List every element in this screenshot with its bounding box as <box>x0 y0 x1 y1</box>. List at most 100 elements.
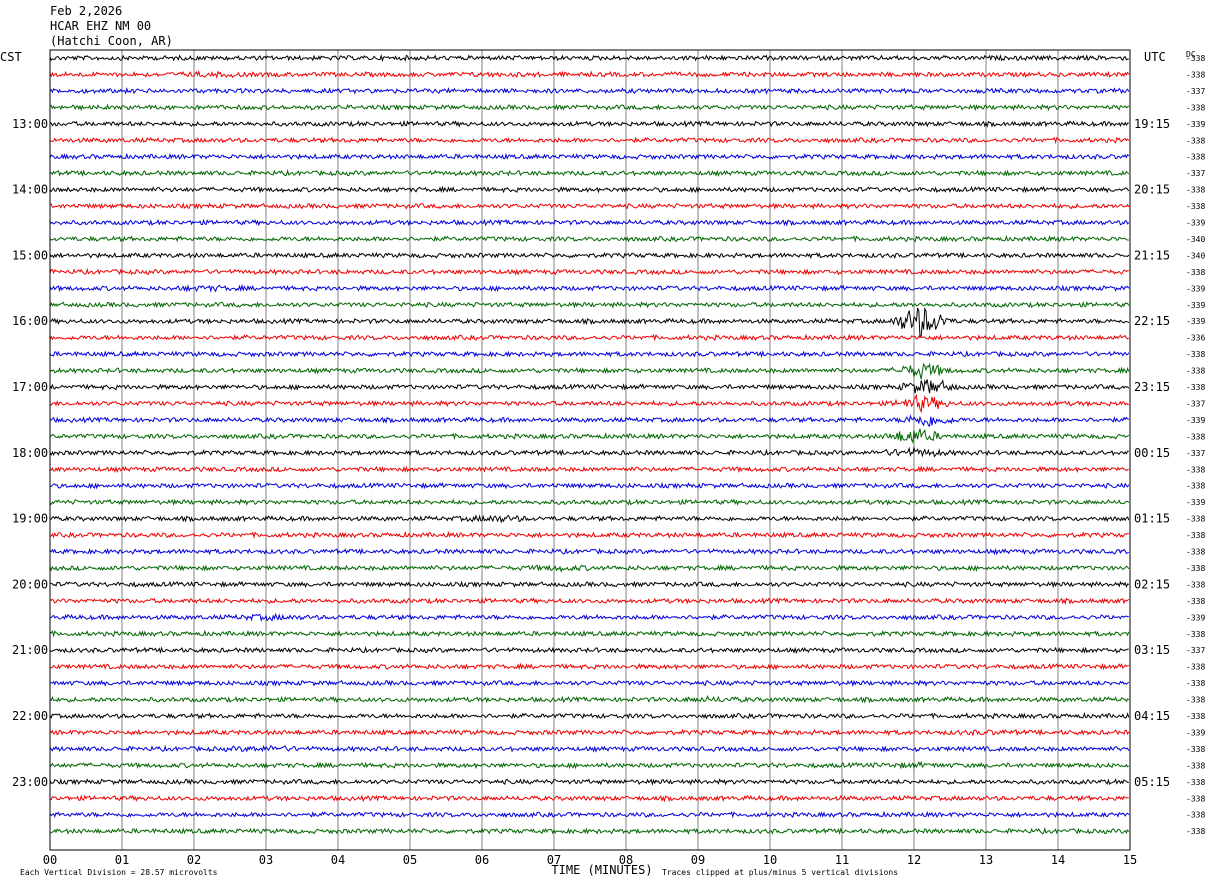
seismic-trace <box>49 234 1129 243</box>
dc-offset-label: -338 <box>1186 153 1205 162</box>
dc-offset-label: -338 <box>1186 811 1205 820</box>
dc-offset-label: -338 <box>1186 580 1205 589</box>
cst-hour-label: 21:00 <box>12 643 48 657</box>
dc-offset-label: -338 <box>1186 827 1205 836</box>
dc-offset-label: -337 <box>1186 169 1205 178</box>
x-tick-label: 08 <box>619 853 633 867</box>
x-tick-label: 10 <box>763 853 777 867</box>
seismic-trace <box>49 481 1130 490</box>
cst-hour-label: 23:00 <box>12 775 48 789</box>
cst-hour-label: 13:00 <box>12 117 48 131</box>
dc-offset-label: -338 <box>1186 383 1205 392</box>
dc-offset-label: -338 <box>1186 597 1205 606</box>
station-code: HCAR EHZ NM 00 <box>50 19 152 33</box>
x-tick-label: 04 <box>331 853 345 867</box>
dc-offset-label: -339 <box>1186 120 1205 129</box>
cst-hour-label: 17:00 <box>12 380 48 394</box>
dc-offset-label: -339 <box>1186 301 1205 310</box>
seismic-trace <box>49 350 1130 358</box>
utc-hour-label: 23:15 <box>1134 380 1170 394</box>
seismic-trace <box>49 760 1130 770</box>
dc-offset-label: -337 <box>1186 399 1205 408</box>
seismic-trace <box>49 728 1130 737</box>
x-tick-label: 07 <box>547 853 561 867</box>
seismic-trace <box>49 333 1129 342</box>
dc-offset-label: -339 <box>1186 219 1205 228</box>
seismic-trace <box>49 547 1129 556</box>
dc-offset-label: -339 <box>1186 416 1205 425</box>
dc-offset-label: -338 <box>1186 350 1205 359</box>
dc-offset-label: -338 <box>1186 679 1205 688</box>
seismic-trace <box>49 53 1129 63</box>
seismic-trace <box>49 136 1130 145</box>
seismic-trace <box>49 445 1129 458</box>
dc-offset-label: -338 <box>1186 70 1205 79</box>
dc-offset-label: -339 <box>1186 613 1205 622</box>
station-location: (Hatchi Coon, AR) <box>50 34 173 48</box>
seismic-trace <box>49 597 1130 605</box>
seismic-trace <box>49 465 1129 474</box>
seismic-trace <box>49 306 1130 339</box>
seismic-trace <box>49 103 1130 112</box>
cst-hour-label: 18:00 <box>12 446 48 460</box>
x-tick-label: 06 <box>475 853 489 867</box>
x-tick-label: 11 <box>835 853 849 867</box>
seismic-trace <box>49 251 1130 260</box>
seismic-trace <box>49 646 1129 655</box>
dc-offset-label: -337 <box>1186 646 1205 655</box>
x-tick-label: 00 <box>43 853 57 867</box>
dc-offset-label: -338 <box>1186 564 1205 573</box>
seismic-trace <box>49 580 1130 589</box>
seismic-trace <box>49 777 1129 786</box>
x-tick-label: 01 <box>115 853 129 867</box>
dc-offset-label: -338 <box>1186 630 1205 639</box>
seismic-trace <box>49 498 1130 507</box>
seismic-trace <box>49 662 1129 671</box>
dc-offset-label: -337 <box>1186 449 1205 458</box>
clip-footnote: Traces clipped at plus/minus 5 vertical … <box>662 868 898 877</box>
utc-hour-label: 01:15 <box>1134 512 1170 526</box>
utc-hour-label: 22:15 <box>1134 314 1170 328</box>
dc-offset-label: -338 <box>1186 696 1205 705</box>
dc-offset-label: -338 <box>1186 531 1205 540</box>
seismic-trace <box>49 267 1129 276</box>
x-tick-label: 13 <box>979 853 993 867</box>
dc-offset-label: -338 <box>1186 136 1205 145</box>
seismic-trace <box>49 629 1130 638</box>
seismic-trace <box>49 119 1129 128</box>
x-tick-label: 14 <box>1051 853 1065 867</box>
dc-offset-label: -338 <box>1186 367 1205 376</box>
dc-label: DC <box>1186 50 1196 59</box>
seismic-trace <box>49 283 1130 293</box>
seismic-trace <box>49 218 1130 227</box>
dc-offset-label: -338 <box>1186 202 1205 211</box>
dc-offset-label: -338 <box>1186 745 1205 754</box>
scale-footnote: Each Vertical Division = 28.57 microvolt… <box>20 868 218 877</box>
dc-offset-label: -338 <box>1186 794 1205 803</box>
cst-axis-label: CST <box>0 50 22 64</box>
dc-offset-label: -339 <box>1186 284 1205 293</box>
plot-frame <box>49 49 1131 851</box>
dc-offset-label: -338 <box>1186 54 1205 63</box>
x-axis-title: TIME (MINUTES) <box>551 863 652 877</box>
dc-offset-label: -338 <box>1186 432 1205 441</box>
dc-offset-label: -339 <box>1186 498 1205 507</box>
seismic-trace <box>49 393 1129 414</box>
utc-hour-label: 21:15 <box>1134 248 1170 262</box>
dc-offset-label: -338 <box>1186 103 1205 112</box>
dc-offset-label: -338 <box>1186 465 1205 474</box>
utc-axis-label: UTC <box>1144 50 1166 64</box>
utc-hour-label: 04:15 <box>1134 709 1170 723</box>
seismic-trace <box>49 300 1130 309</box>
seismic-trace <box>49 563 1130 573</box>
dc-offset-label: -339 <box>1186 728 1205 737</box>
seismic-trace <box>49 612 1129 623</box>
dc-offset-label: -339 <box>1186 317 1205 326</box>
seismic-trace <box>49 514 1130 524</box>
utc-hour-label: 02:15 <box>1134 577 1170 591</box>
seismic-trace <box>49 87 1130 95</box>
seismic-trace <box>49 362 1130 380</box>
x-tick-label: 09 <box>691 853 705 867</box>
seismic-trace <box>49 169 1130 177</box>
